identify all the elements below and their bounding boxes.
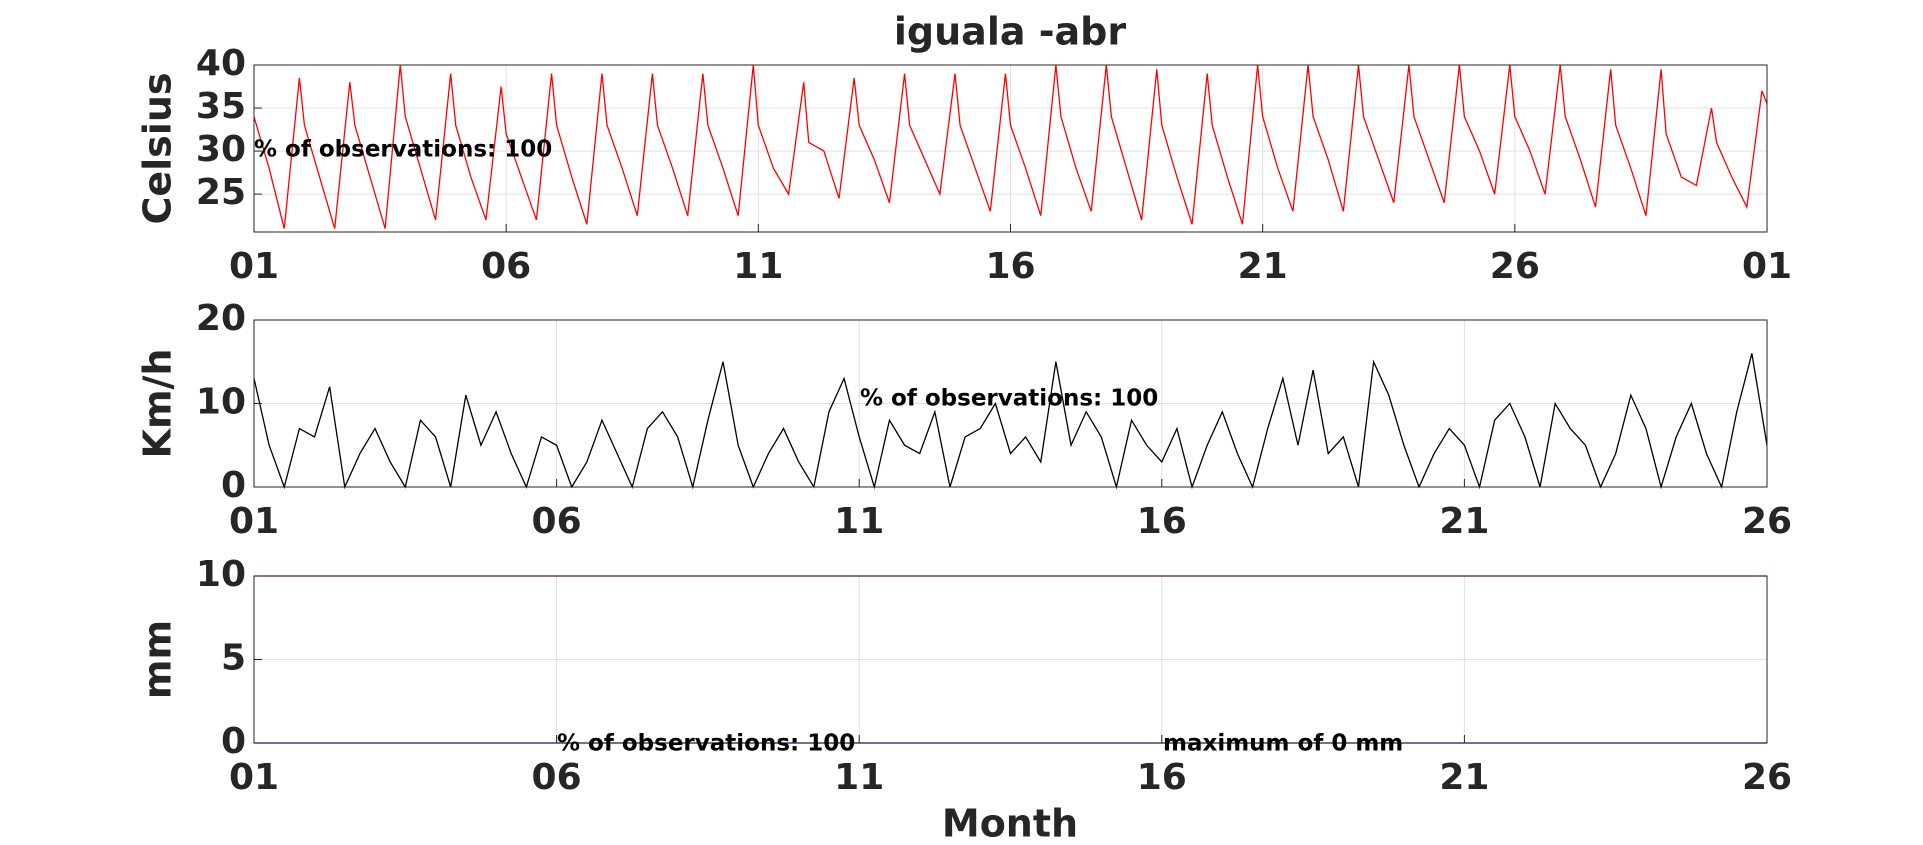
x-tick-label: 16	[1137, 757, 1187, 798]
data-line	[253, 353, 1768, 490]
x-tick-label: 26	[1490, 246, 1540, 287]
x-tick-label: 01	[229, 501, 279, 542]
x-tick-label: 21	[1238, 246, 1288, 287]
x-tick-label: 01	[229, 757, 279, 798]
y-tick-label: 0	[221, 465, 246, 506]
x-tick-label: 16	[1137, 501, 1187, 542]
y-tick-label: 25	[196, 172, 246, 213]
x-axis-label: Month	[942, 802, 1078, 842]
y-tick-label: 20	[196, 298, 246, 339]
y-tick-label: 35	[196, 86, 246, 127]
plot-frame	[253, 64, 1768, 233]
x-tick-label: 01	[229, 246, 279, 287]
x-tick-label: 01	[1742, 246, 1792, 287]
y-tick-label: 10	[196, 554, 246, 595]
x-tick-label: 26	[1742, 757, 1792, 798]
y-axis-label: mm	[136, 620, 180, 699]
y-tick-label: 40	[196, 43, 246, 84]
y-tick-label: 0	[221, 721, 246, 762]
x-tick-label: 11	[834, 757, 884, 798]
x-tick-label: 06	[532, 757, 582, 798]
data-line	[253, 64, 1768, 229]
x-tick-label: 26	[1742, 501, 1792, 542]
annotation: % of observations: 100	[557, 731, 855, 757]
chart-title: iguala -abr	[894, 10, 1126, 54]
y-tick-label: 10	[196, 382, 246, 423]
x-tick-label: 16	[985, 246, 1035, 287]
x-tick-label: 06	[481, 246, 531, 287]
annotation: % of observations: 100	[860, 386, 1158, 412]
plot-frame	[253, 319, 1768, 488]
annotation: maximum of 0 mm	[1163, 731, 1403, 757]
x-tick-label: 21	[1439, 501, 1489, 542]
y-axis-label: Km/h	[136, 349, 180, 459]
x-tick-label: 21	[1439, 757, 1489, 798]
y-axis-label: Celsius	[136, 73, 180, 225]
x-tick-label: 11	[733, 246, 783, 287]
x-tick-label: 11	[834, 501, 884, 542]
y-tick-label: 30	[196, 129, 246, 170]
annotation: % of observations: 100	[254, 137, 552, 163]
x-tick-label: 06	[532, 501, 582, 542]
plot-frame	[253, 575, 1768, 744]
y-tick-label: 5	[221, 638, 246, 679]
